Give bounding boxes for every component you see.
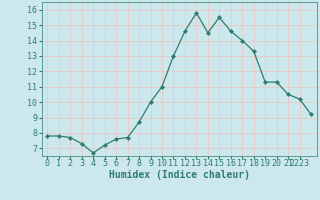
X-axis label: Humidex (Indice chaleur): Humidex (Indice chaleur): [109, 170, 250, 180]
